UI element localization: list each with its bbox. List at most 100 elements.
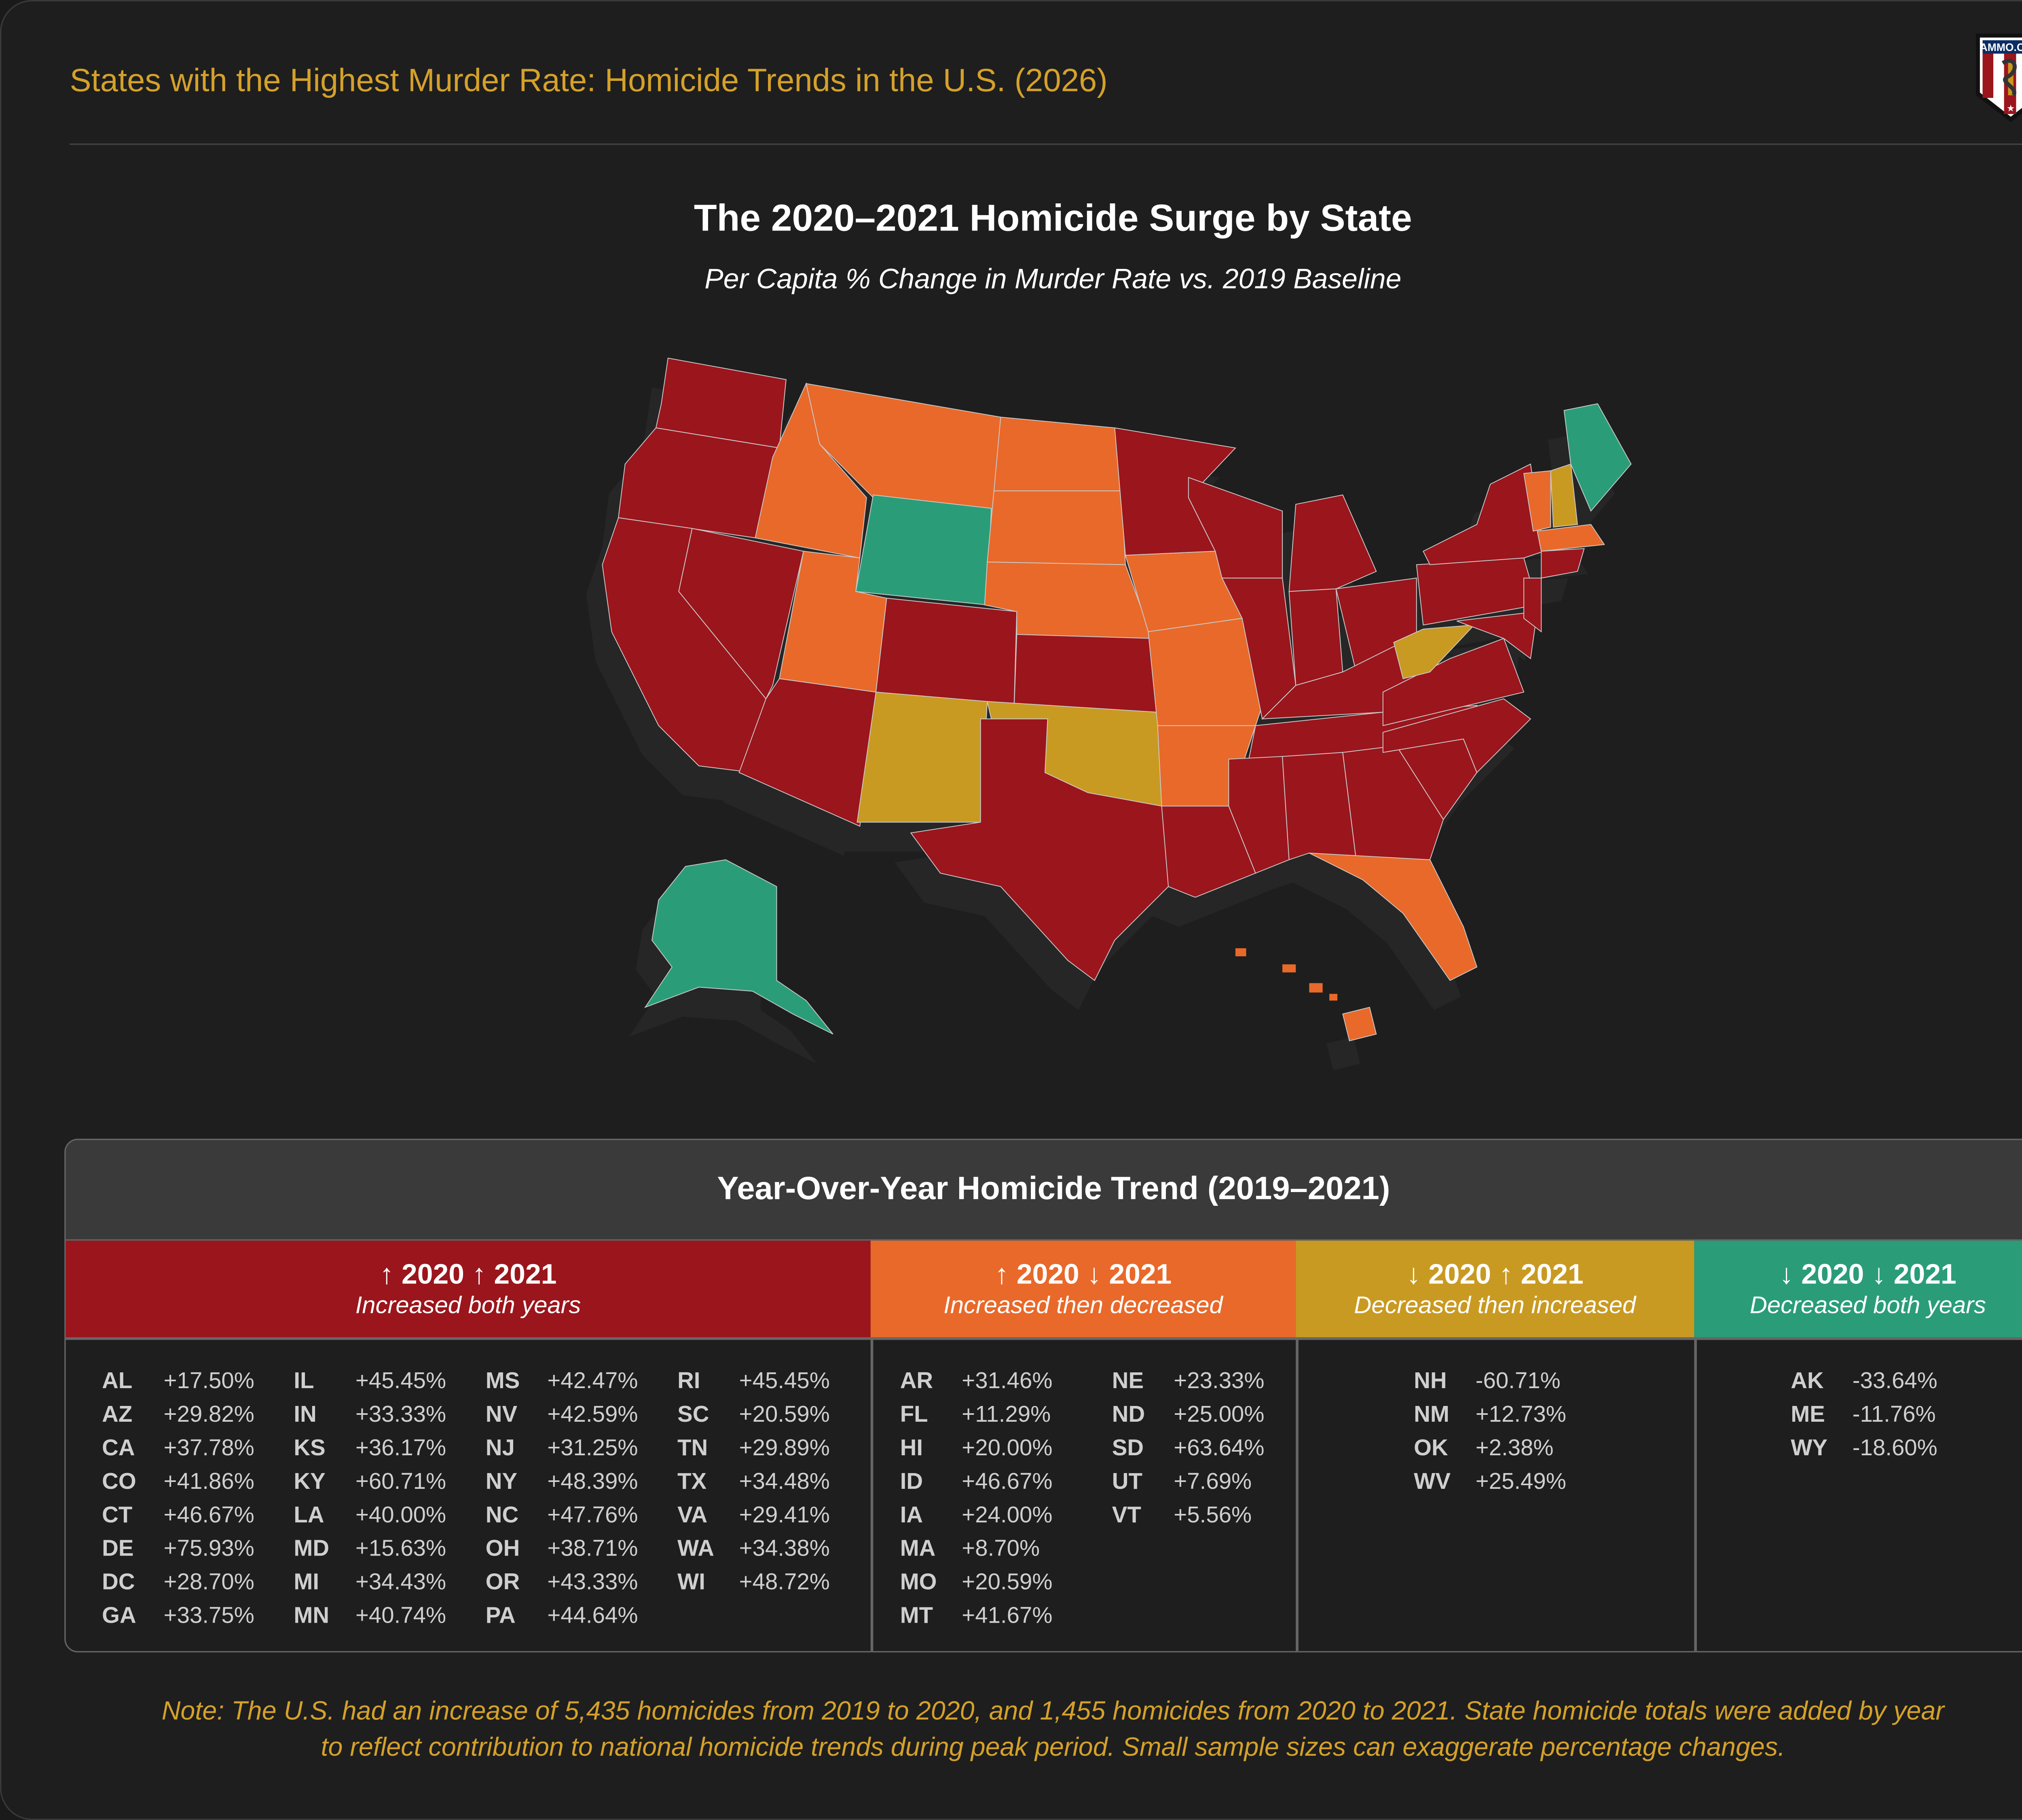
- state-abbr: MN: [294, 1602, 330, 1628]
- state-value: +34.38%: [739, 1535, 830, 1561]
- state-co: [875, 598, 1017, 706]
- group-header: ↓ 2020 ↑ 2021 Decreased then increased: [1296, 1241, 1694, 1340]
- state-abbr: MD: [294, 1535, 330, 1561]
- state-value: -18.60%: [1852, 1435, 1937, 1461]
- state-nj: [1523, 577, 1542, 633]
- footnote: Note: The U.S. had an increase of 5,435 …: [1, 1694, 2022, 1766]
- list-item: MN +40.74%: [294, 1599, 485, 1632]
- group-caption: Decreased both years: [1749, 1291, 1986, 1318]
- state-value: +40.74%: [355, 1602, 446, 1628]
- state-abbr: IL: [294, 1368, 314, 1394]
- state-value: +41.86%: [163, 1469, 254, 1494]
- list-item: MA +8.70%: [900, 1532, 1112, 1565]
- state-mi: [1288, 494, 1377, 592]
- ammo-com-logo: AMMO.COM ★: [1975, 33, 2022, 122]
- list-item: MT +41.67%: [900, 1599, 1112, 1632]
- state-abbr: MT: [900, 1602, 933, 1628]
- group-up_up: ↑ 2020 ↑ 2021 Increased both years AL +17.5…: [66, 1241, 874, 1651]
- state-value: +28.70%: [163, 1569, 254, 1595]
- list-item: KS +36.17%: [294, 1431, 485, 1465]
- state-value: +43.33%: [547, 1569, 638, 1595]
- state-abbr: UT: [1112, 1469, 1142, 1494]
- state-abbr: NV: [485, 1401, 518, 1427]
- state-value: +2.38%: [1475, 1435, 1554, 1461]
- state-abbr: IN: [294, 1401, 317, 1427]
- state-abbr: ID: [900, 1469, 923, 1494]
- state-value: -60.71%: [1475, 1368, 1561, 1394]
- group-header: ↑ 2020 ↓ 2021 Increased then decreased: [870, 1241, 1296, 1340]
- list-item: NE +23.33%: [1112, 1364, 1324, 1397]
- state-value: +75.93%: [163, 1535, 254, 1561]
- state-hi-island: [1235, 948, 1246, 957]
- chart-title: The 2020–2021 Homicide Surge by State: [694, 197, 1412, 239]
- group-heading: ↓ 2020 ↑ 2021: [1406, 1259, 1584, 1290]
- group-caption: Increased both years: [355, 1291, 581, 1318]
- state-abbr: MA: [900, 1535, 936, 1561]
- state-nv: [678, 528, 804, 700]
- state-mo: [1148, 618, 1263, 726]
- state-abbr: OK: [1414, 1435, 1448, 1461]
- state-value: +47.76%: [547, 1502, 638, 1528]
- state-hi-island: [1309, 983, 1323, 993]
- state-value: +8.70%: [962, 1535, 1040, 1561]
- state-value: +40.00%: [355, 1502, 446, 1528]
- list-item: VT +5.56%: [1112, 1498, 1324, 1532]
- state-abbr: SD: [1112, 1435, 1144, 1461]
- state-nm: [857, 691, 988, 823]
- list-item: CO +41.86%: [102, 1465, 294, 1498]
- state-value: +23.33%: [1174, 1368, 1265, 1394]
- state-abbr: DE: [102, 1535, 134, 1561]
- state-abbr: OH: [485, 1535, 520, 1561]
- state-value: +44.64%: [547, 1602, 638, 1628]
- list-item: RI +45.45%: [677, 1364, 869, 1397]
- state-abbr: FL: [900, 1401, 928, 1427]
- state-nc: [1382, 698, 1531, 774]
- state-hi-island: [1329, 993, 1338, 1001]
- state-abbr: WV: [1414, 1469, 1451, 1494]
- list-item: ID +46.67%: [900, 1465, 1112, 1498]
- state-abbr: NM: [1414, 1401, 1449, 1427]
- list-item: NC +47.76%: [486, 1498, 677, 1532]
- list-item: UT +7.69%: [1112, 1465, 1324, 1498]
- list-item: MI +34.43%: [294, 1565, 485, 1599]
- list-item: AZ +29.82%: [102, 1397, 294, 1431]
- list-item: ND +25.00%: [1112, 1397, 1324, 1431]
- list-item: NV +42.59%: [486, 1397, 677, 1431]
- list-item: IN +33.33%: [294, 1397, 485, 1431]
- list-item: AL +17.50%: [102, 1364, 294, 1397]
- state-value: +24.00%: [962, 1502, 1053, 1528]
- state-value: +42.59%: [547, 1401, 638, 1427]
- state-value: +63.64%: [1174, 1435, 1265, 1461]
- state-value: +60.71%: [355, 1469, 446, 1494]
- state-abbr: ND: [1112, 1401, 1145, 1427]
- state-wv: [1393, 624, 1475, 679]
- state-abbr: WI: [677, 1569, 706, 1595]
- state-abbr: NC: [485, 1502, 519, 1528]
- page-title: States with the Highest Murder Rate: Hom…: [70, 63, 1108, 99]
- list-item: CT +46.67%: [102, 1498, 294, 1532]
- header-divider: [70, 143, 2022, 145]
- list-item: FL +11.29%: [900, 1397, 1112, 1431]
- group-down_down: ↓ 2020 ↓ 2021 Decreased both years AK -33.6…: [1694, 1241, 2022, 1651]
- state-la: [1161, 805, 1256, 898]
- list-item: DC +28.70%: [102, 1565, 294, 1599]
- state-abbr: WA: [677, 1535, 714, 1561]
- state-value: -11.76%: [1852, 1401, 1936, 1427]
- state-value: +17.50%: [163, 1368, 254, 1394]
- footnote-line-2: to reflect contribution to national homi…: [321, 1733, 1785, 1763]
- state-abbr: VT: [1112, 1502, 1141, 1528]
- list-item: PA +44.64%: [486, 1599, 677, 1632]
- state-abbr: AK: [1791, 1368, 1824, 1394]
- group-list: AR +31.46% FL +11.29% HI +20.00% ID +46.67% IA +2…: [871, 1340, 1296, 1632]
- state-value: +29.41%: [739, 1502, 830, 1528]
- state-hi-island: [1282, 964, 1296, 972]
- state-value: +48.39%: [547, 1469, 638, 1494]
- list-item: SC +20.59%: [677, 1397, 869, 1431]
- group-caption: Decreased then increased: [1354, 1291, 1636, 1318]
- state-value: +36.17%: [355, 1435, 446, 1461]
- list-item: LA +40.00%: [294, 1498, 485, 1532]
- state-value: +20.00%: [962, 1435, 1053, 1461]
- state-abbr: PA: [485, 1602, 516, 1628]
- list-item: IA +24.00%: [900, 1498, 1112, 1532]
